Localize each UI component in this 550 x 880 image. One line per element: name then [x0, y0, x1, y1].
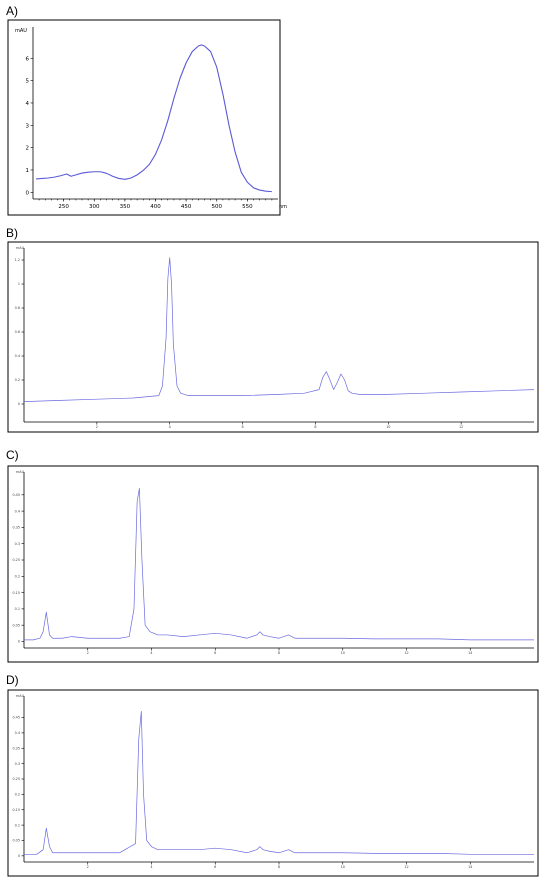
y-tick-label: 0.25 — [12, 777, 20, 781]
y-tick-label: 0.15 — [12, 591, 20, 595]
panel-d-label: D) — [6, 673, 19, 687]
y-tick-label: 0.15 — [12, 808, 20, 812]
y-tick-label: 0.1 — [15, 607, 20, 611]
x-tick-label: 6 — [214, 865, 216, 869]
x-axis-unit: nm — [279, 204, 287, 210]
y-tick-label: 0.05 — [12, 839, 20, 843]
y-tick-label: 0.4 — [15, 509, 20, 513]
y-tick-label: 0.35 — [12, 746, 20, 750]
x-tick-label: 250 — [58, 204, 69, 210]
y-tick-label: 0.4 — [15, 354, 20, 358]
x-tick-label: 14 — [468, 651, 472, 655]
x-tick-label: 300 — [89, 204, 100, 210]
panel-b-label: B) — [6, 226, 18, 240]
x-tick-label: 6 — [241, 425, 243, 429]
x-tick-label: 12 — [459, 425, 463, 429]
x-tick-label: 8 — [314, 425, 316, 429]
x-tick-label: 12 — [404, 651, 408, 655]
panel-a-label: A) — [6, 4, 18, 18]
chart-frame — [7, 689, 539, 877]
y-tick-label: 0.4 — [15, 731, 20, 735]
series-line — [23, 257, 535, 402]
x-tick-label: 2 — [96, 425, 98, 429]
y-tick-label: 0.05 — [12, 623, 20, 627]
x-tick-label: 8 — [278, 651, 280, 655]
y-tick-label: 0.45 — [12, 493, 20, 497]
y-tick-label: 4 — [26, 101, 30, 107]
x-tick-label: 400 — [150, 204, 161, 210]
y-tick-label: 0 — [18, 402, 20, 406]
series-line — [24, 711, 534, 855]
x-tick-label: 4 — [150, 651, 152, 655]
panel-c-label: C) — [6, 448, 19, 462]
series-line — [24, 487, 534, 641]
x-tick-label: 10 — [341, 651, 345, 655]
chart-frame — [7, 19, 281, 216]
x-tick-label: 350 — [120, 204, 131, 210]
y-tick-label: 1.2 — [15, 258, 20, 262]
y-tick-label: 1 — [26, 168, 30, 174]
y-tick-label: 0 — [26, 190, 30, 196]
x-tick-label: 8 — [278, 865, 280, 869]
x-tick-label: 2 — [87, 651, 89, 655]
x-tick-label: 10 — [341, 865, 345, 869]
chart-frame — [7, 241, 539, 433]
x-tick-label: 10 — [386, 425, 390, 429]
y-axis-unit: mAU — [16, 246, 25, 250]
x-tick-label: 6 — [214, 651, 216, 655]
y-tick-label: 0.35 — [12, 526, 20, 530]
y-tick-label: 3 — [26, 123, 30, 129]
y-tick-label: 0 — [18, 854, 20, 858]
y-tick-label: 0.2 — [15, 793, 20, 797]
x-tick-label: 14 — [468, 865, 472, 869]
x-tick-label: 450 — [181, 204, 192, 210]
chart-frame — [7, 465, 539, 663]
y-tick-label: 2 — [26, 146, 30, 152]
x-tick-label: 4 — [150, 865, 152, 869]
y-tick-label: 1 — [18, 282, 20, 286]
y-tick-label: 5 — [26, 79, 30, 85]
y-tick-label: 0.45 — [12, 716, 20, 720]
y-tick-label: 0.6 — [15, 330, 20, 334]
x-tick-label: 550 — [242, 204, 253, 210]
y-tick-label: 0.1 — [15, 823, 20, 827]
series-line — [36, 44, 272, 193]
x-tick-label: 500 — [212, 204, 223, 210]
y-axis-unit: mAU — [15, 28, 27, 34]
y-tick-label: 0.3 — [15, 542, 20, 546]
y-tick-label: 0.2 — [15, 378, 20, 382]
x-tick-label: 12 — [404, 865, 408, 869]
y-tick-label: 6 — [26, 56, 30, 62]
y-axis-unit: mAU — [16, 470, 25, 474]
y-tick-label: 0.8 — [15, 306, 20, 310]
x-tick-label: 2 — [87, 865, 89, 869]
y-tick-label: 0.2 — [15, 574, 20, 578]
y-axis-unit: mAU — [16, 694, 25, 698]
y-tick-label: 0.25 — [12, 558, 20, 562]
y-tick-label: 0.3 — [15, 762, 20, 766]
x-tick-label: 4 — [169, 425, 171, 429]
y-tick-label: 0 — [18, 640, 20, 644]
